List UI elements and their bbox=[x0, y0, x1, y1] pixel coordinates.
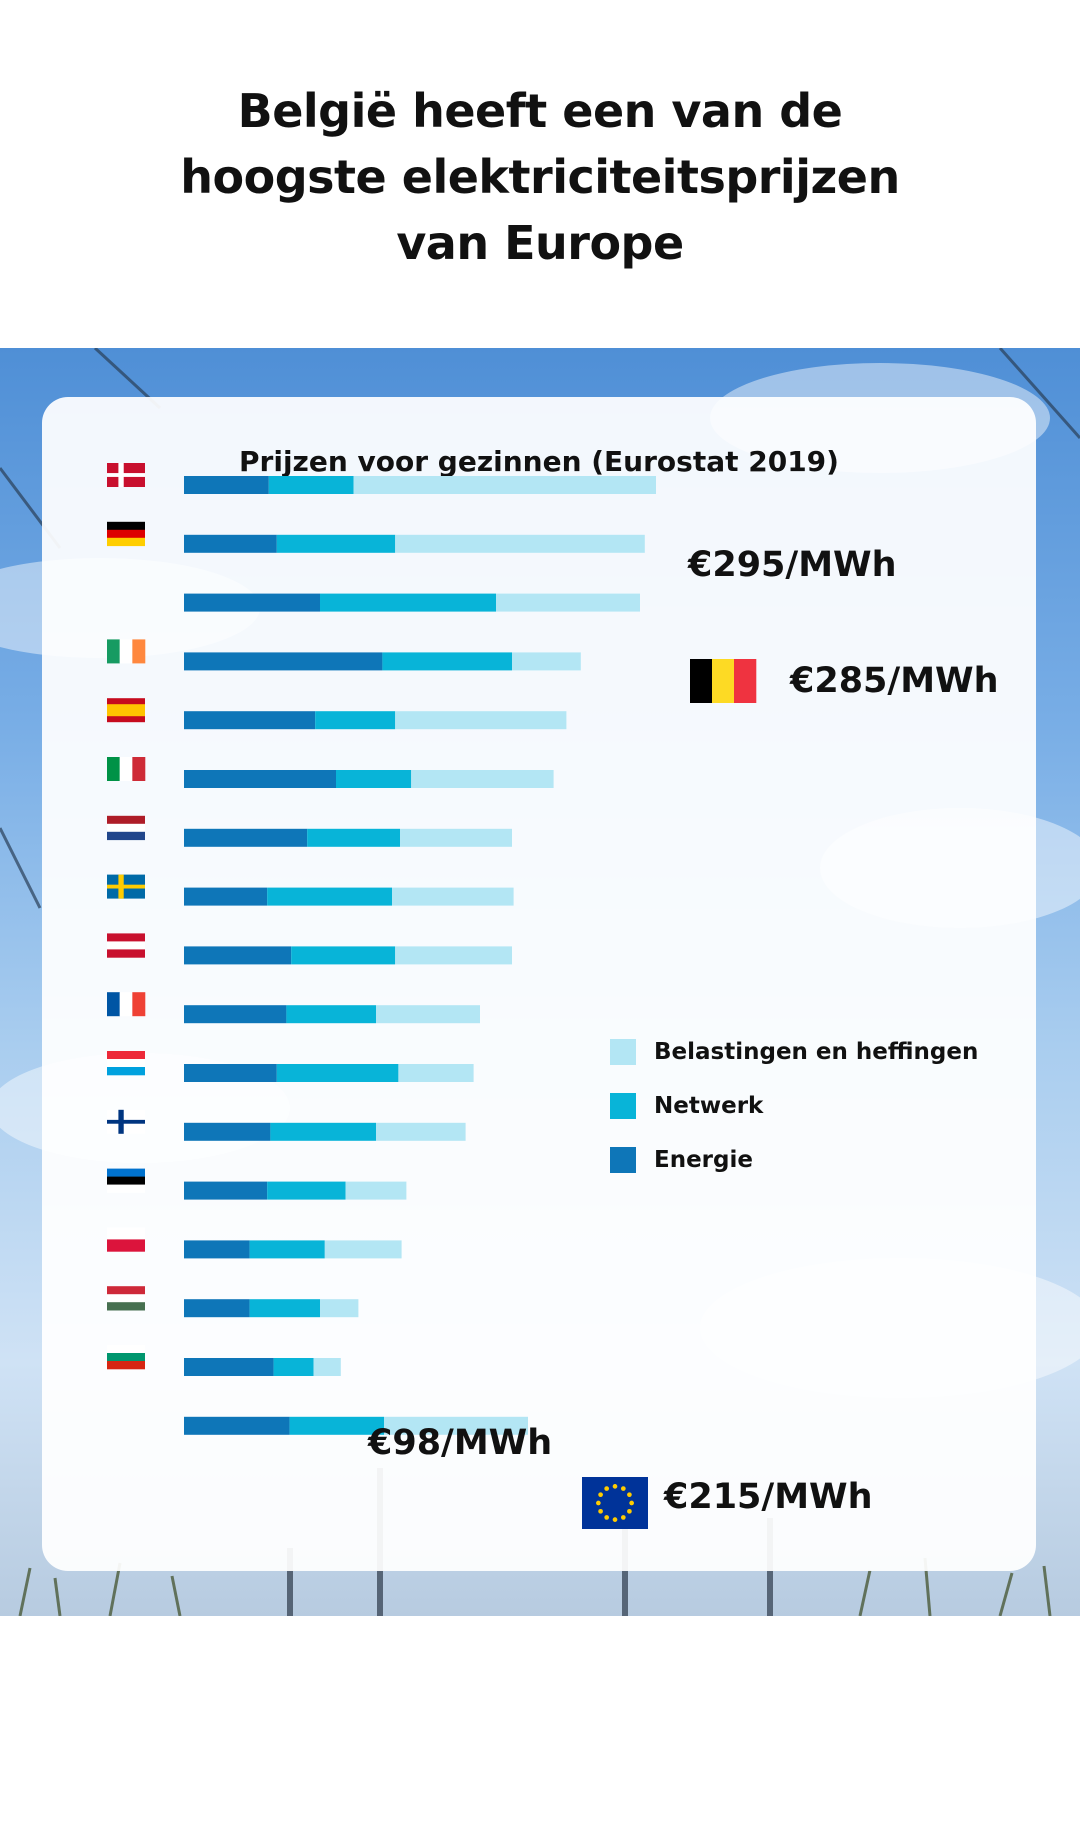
bar-denmark-netwerk bbox=[268, 476, 354, 494]
bar-austria-belastingen bbox=[395, 946, 512, 965]
bar-poland-energie bbox=[184, 1240, 250, 1259]
bar-italy-belastingen bbox=[411, 770, 554, 788]
flag-austria-icon bbox=[107, 933, 145, 958]
chart-card: Prijzen voor gezinnen (Eurostat 2019) €2… bbox=[42, 397, 1036, 1571]
flag-netherlands-icon bbox=[107, 815, 145, 841]
bar-spain-netwerk bbox=[315, 711, 396, 730]
flag-eu-icon bbox=[582, 1477, 648, 1529]
bar-finland-netwerk bbox=[270, 1122, 376, 1141]
bar-spain-belastingen bbox=[395, 711, 567, 730]
bar-austria-netwerk bbox=[291, 946, 396, 965]
stacked-bar-chart bbox=[107, 463, 757, 1529]
bar-hungary-netwerk bbox=[249, 1299, 320, 1318]
flag-germany-icon bbox=[107, 521, 145, 547]
flag-italy-icon bbox=[107, 757, 146, 781]
legend-label-belastingen: Belastingen en heffingen bbox=[654, 1039, 979, 1065]
bar-poland-belastingen bbox=[324, 1240, 402, 1259]
title-line-2: hoogste elektriciteitsprijzen bbox=[180, 150, 900, 204]
bar-sweden-energie bbox=[184, 887, 268, 906]
bar-germany-belastingen bbox=[395, 534, 645, 553]
legend-label-netwerk: Netwerk bbox=[654, 1093, 764, 1119]
flag-spain-icon bbox=[107, 698, 145, 723]
bar-ireland-netwerk bbox=[382, 652, 512, 671]
legend-label-energie: Energie bbox=[654, 1147, 753, 1173]
flag-ireland-icon bbox=[107, 639, 146, 664]
legend-item-netwerk: Netwerk bbox=[610, 1079, 978, 1133]
legend-swatch-netwerk bbox=[610, 1093, 636, 1119]
bar-luxembourg-netwerk bbox=[276, 1064, 399, 1082]
bar-spain-energie bbox=[184, 711, 316, 730]
value-label-belgium: €285/MWh bbox=[790, 661, 999, 701]
legend-item-energie: Energie bbox=[610, 1133, 978, 1187]
legend-swatch-belastingen bbox=[610, 1039, 636, 1065]
bar-france-netwerk bbox=[286, 1005, 376, 1024]
bar-eu-belastingen bbox=[384, 1416, 528, 1435]
bar-netherlands-belastingen bbox=[400, 828, 512, 847]
flag-hungary-icon bbox=[107, 1286, 145, 1311]
bar-belgium-netwerk bbox=[320, 593, 496, 612]
chart-legend: Belastingen en heffingen Netwerk Energie bbox=[610, 1025, 978, 1187]
bar-denmark-energie bbox=[184, 476, 269, 494]
bar-bulgaria-belastingen bbox=[313, 1358, 341, 1376]
value-label-bulgaria: €98/MWh bbox=[368, 1423, 553, 1463]
flag-france-icon bbox=[107, 992, 146, 1017]
bar-germany-energie bbox=[184, 534, 277, 553]
title-line-1: België heeft een van de bbox=[237, 84, 843, 138]
value-label-denmark: €295/MWh bbox=[688, 545, 897, 585]
bar-estonia-belastingen bbox=[345, 1181, 407, 1200]
flag-denmark-icon bbox=[107, 463, 145, 487]
bar-estonia-energie bbox=[184, 1181, 268, 1200]
bar-belgium-belastingen bbox=[496, 593, 640, 612]
chart-subtitle: Prijzen voor gezinnen (Eurostat 2019) bbox=[239, 445, 839, 478]
bar-ireland-energie bbox=[184, 652, 383, 671]
flag-belgium-icon bbox=[690, 659, 757, 703]
bar-france-belastingen bbox=[376, 1005, 480, 1024]
bar-finland-energie bbox=[184, 1122, 271, 1141]
bar-france-energie bbox=[184, 1005, 287, 1024]
flag-estonia-icon bbox=[107, 1168, 145, 1193]
bar-denmark-belastingen bbox=[353, 476, 656, 494]
value-label-eu: €215/MWh bbox=[664, 1477, 873, 1517]
flag-poland-icon bbox=[107, 1227, 145, 1252]
bar-estonia-netwerk bbox=[267, 1181, 346, 1200]
bar-netherlands-energie bbox=[184, 828, 308, 847]
bar-luxembourg-belastingen bbox=[398, 1064, 474, 1082]
bar-sweden-belastingen bbox=[392, 887, 514, 906]
bar-italy-netwerk bbox=[336, 770, 412, 788]
bar-netherlands-netwerk bbox=[307, 828, 400, 847]
page-title: België heeft een van de hoogste elektric… bbox=[0, 78, 1080, 276]
bar-finland-belastingen bbox=[376, 1122, 466, 1141]
bar-poland-netwerk bbox=[249, 1240, 325, 1259]
title-line-3: van Europe bbox=[396, 216, 684, 270]
flag-finland-icon bbox=[107, 1109, 145, 1134]
bar-hungary-belastingen bbox=[320, 1299, 359, 1318]
bar-austria-energie bbox=[184, 946, 292, 965]
bar-eu-netwerk bbox=[289, 1416, 384, 1435]
bar-luxembourg-energie bbox=[184, 1064, 277, 1082]
flag-bulgaria-icon bbox=[107, 1345, 145, 1370]
bar-bulgaria-energie bbox=[184, 1358, 274, 1376]
bar-belgium-energie bbox=[184, 593, 320, 612]
legend-swatch-energie bbox=[610, 1147, 636, 1173]
flag-sweden-icon bbox=[107, 874, 145, 899]
bar-ireland-belastingen bbox=[512, 652, 581, 671]
bar-hungary-energie bbox=[184, 1299, 250, 1318]
bar-bulgaria-netwerk bbox=[273, 1358, 314, 1376]
bar-italy-energie bbox=[184, 770, 336, 788]
bar-eu-energie bbox=[184, 1416, 290, 1435]
bar-sweden-netwerk bbox=[267, 887, 392, 906]
flag-luxembourg-icon bbox=[107, 1051, 145, 1076]
legend-item-belastingen: Belastingen en heffingen bbox=[610, 1025, 978, 1079]
bar-germany-netwerk bbox=[276, 534, 396, 553]
